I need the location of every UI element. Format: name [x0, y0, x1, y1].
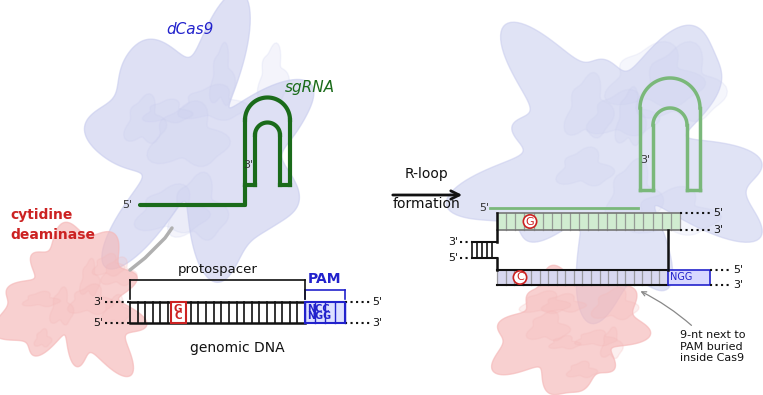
Text: C: C — [174, 311, 182, 321]
Polygon shape — [22, 291, 60, 307]
Polygon shape — [549, 335, 581, 349]
Polygon shape — [178, 84, 249, 120]
Polygon shape — [257, 43, 289, 102]
Text: R-loop: R-loop — [405, 167, 449, 181]
FancyBboxPatch shape — [305, 302, 345, 323]
Polygon shape — [147, 101, 230, 166]
FancyBboxPatch shape — [497, 270, 668, 285]
Polygon shape — [134, 184, 211, 233]
Text: NCC: NCC — [307, 304, 330, 314]
Text: 3': 3' — [713, 225, 723, 235]
Polygon shape — [600, 327, 623, 359]
Polygon shape — [626, 186, 722, 235]
Polygon shape — [604, 41, 706, 108]
Text: G: G — [174, 304, 182, 314]
Polygon shape — [636, 41, 727, 122]
Polygon shape — [519, 291, 571, 313]
Text: genomic DNA: genomic DNA — [190, 341, 285, 355]
FancyBboxPatch shape — [668, 270, 710, 285]
Polygon shape — [615, 87, 646, 146]
Polygon shape — [541, 293, 587, 312]
Text: cytidine: cytidine — [10, 208, 72, 222]
Polygon shape — [50, 287, 74, 325]
Text: 5': 5' — [372, 297, 382, 307]
Text: NGG: NGG — [670, 273, 692, 282]
Text: 5': 5' — [122, 200, 132, 210]
Text: 3': 3' — [243, 160, 253, 170]
Text: PAM: PAM — [308, 272, 342, 286]
Polygon shape — [491, 265, 651, 395]
Polygon shape — [85, 0, 314, 282]
Polygon shape — [79, 258, 100, 296]
Text: C: C — [516, 273, 524, 282]
Text: 3': 3' — [93, 297, 103, 307]
Polygon shape — [210, 42, 236, 105]
Polygon shape — [591, 287, 639, 320]
Polygon shape — [575, 330, 617, 346]
Polygon shape — [564, 72, 614, 138]
FancyBboxPatch shape — [170, 302, 185, 323]
Polygon shape — [92, 254, 125, 276]
Polygon shape — [446, 22, 762, 324]
Polygon shape — [101, 294, 130, 324]
Polygon shape — [124, 94, 167, 143]
Text: sgRNA: sgRNA — [285, 80, 335, 95]
Text: 5': 5' — [93, 318, 103, 328]
Text: 5': 5' — [713, 208, 723, 218]
Polygon shape — [101, 257, 137, 286]
Text: 5': 5' — [479, 203, 489, 213]
Text: dCas9: dCas9 — [166, 22, 214, 37]
Polygon shape — [566, 361, 597, 378]
Text: 9-nt next to
PAM buried
inside Cas9: 9-nt next to PAM buried inside Cas9 — [642, 292, 745, 363]
Polygon shape — [34, 329, 52, 347]
FancyBboxPatch shape — [497, 213, 680, 230]
Text: 3': 3' — [372, 318, 382, 328]
Text: 5': 5' — [733, 265, 743, 275]
Text: formation: formation — [393, 197, 461, 211]
Text: protospacer: protospacer — [178, 263, 257, 276]
Text: 3': 3' — [448, 237, 458, 247]
Polygon shape — [143, 99, 193, 123]
Polygon shape — [68, 284, 114, 314]
Polygon shape — [526, 311, 571, 340]
Text: NGG: NGG — [307, 311, 331, 321]
Polygon shape — [604, 158, 664, 226]
Polygon shape — [168, 172, 229, 240]
Text: G: G — [526, 216, 534, 226]
Text: 5': 5' — [448, 253, 458, 263]
Text: 3': 3' — [733, 280, 743, 290]
Polygon shape — [586, 89, 660, 136]
Polygon shape — [0, 222, 147, 376]
Text: 3': 3' — [640, 155, 650, 165]
Text: deaminase: deaminase — [10, 228, 95, 242]
Polygon shape — [556, 147, 615, 186]
